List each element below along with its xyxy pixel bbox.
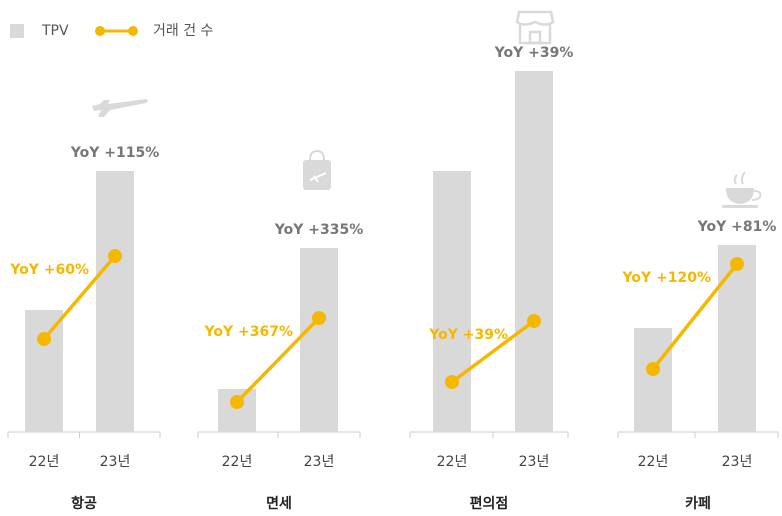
line-point xyxy=(646,362,660,376)
line-point xyxy=(230,395,244,409)
bar xyxy=(634,328,672,432)
x-tick-label: 23년 xyxy=(722,454,753,470)
legend-label: 거래 건 수 xyxy=(153,23,214,39)
line-point xyxy=(445,375,459,389)
x-tick-label: 22년 xyxy=(437,454,468,470)
line-point xyxy=(312,311,326,325)
panel-title: 카페 xyxy=(685,496,711,512)
x-tick-label: 23년 xyxy=(519,454,550,470)
bar xyxy=(515,71,553,432)
coffee-icon xyxy=(722,171,762,208)
bar-annotation: YoY +39% xyxy=(494,45,574,61)
legend-label: TPV xyxy=(41,23,69,39)
bar xyxy=(433,171,471,432)
plane-icon xyxy=(92,99,148,117)
panel-title: 편의점 xyxy=(470,495,509,512)
line xyxy=(235,316,321,404)
bar xyxy=(96,171,134,432)
x-tick-label: 23년 xyxy=(304,454,335,470)
bag-icon xyxy=(303,149,331,190)
line-annotation: YoY +120% xyxy=(622,270,711,286)
panel-title: 면세 xyxy=(266,495,292,512)
panel-title: 항공 xyxy=(71,495,97,512)
line xyxy=(42,254,117,341)
store-icon xyxy=(515,10,555,45)
line-annotation: YoY +39% xyxy=(428,327,508,343)
line-point xyxy=(108,249,122,263)
x-tick-label: 22년 xyxy=(638,454,669,470)
legend-swatch xyxy=(10,24,24,38)
legend-dot xyxy=(95,26,105,36)
line xyxy=(450,319,536,384)
bar xyxy=(718,245,756,432)
x-tick-label: 22년 xyxy=(29,454,60,470)
line-annotation: YoY +367% xyxy=(204,324,293,340)
line-annotation: YoY +60% xyxy=(9,262,89,278)
bar xyxy=(300,248,338,432)
bar-annotation: YoY +115% xyxy=(70,145,159,161)
line xyxy=(651,262,739,371)
bar-annotation: YoY +81% xyxy=(697,219,777,235)
bar-annotation: YoY +335% xyxy=(274,222,363,238)
bar xyxy=(25,310,63,432)
line-point xyxy=(527,314,541,328)
legend-dot xyxy=(128,26,138,36)
x-tick-label: 22년 xyxy=(222,454,253,470)
line-point xyxy=(37,332,51,346)
x-tick-label: 23년 xyxy=(100,454,131,470)
line-point xyxy=(730,257,744,271)
